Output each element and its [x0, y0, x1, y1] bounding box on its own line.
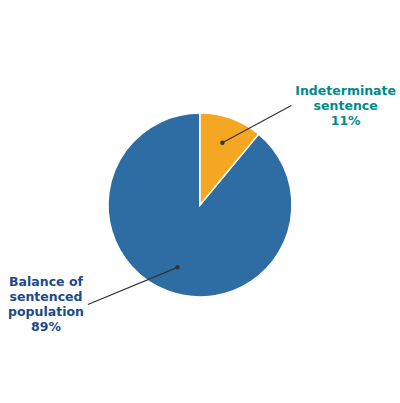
annotation-line: sentence: [314, 98, 378, 113]
annotation-text: Balance ofsentencedpopulation89%: [8, 274, 84, 334]
annotations: Balance ofsentencedpopulation89% Indeterm…: [8, 83, 396, 335]
annotation-anchor: [220, 140, 224, 144]
pie-slice: [108, 113, 292, 297]
pie-slice: [200, 113, 259, 205]
annotation-text: Indeterminatesentence11%: [295, 83, 396, 128]
annotation-line: Indeterminate: [295, 83, 396, 98]
annotation-line: 11%: [331, 113, 361, 128]
annotation-line: population: [8, 304, 84, 319]
chart: Balance ofsentencedpopulation89% Indeterm…: [0, 0, 400, 403]
annotation-line: Balance of: [9, 274, 83, 289]
annotation-leader: [88, 267, 178, 304]
annotation-line: sentenced: [9, 289, 82, 304]
annotation-anchor: [175, 265, 179, 269]
annotation-line: 89%: [31, 319, 61, 334]
annotation-leader: [222, 105, 291, 142]
slices: [108, 113, 292, 297]
